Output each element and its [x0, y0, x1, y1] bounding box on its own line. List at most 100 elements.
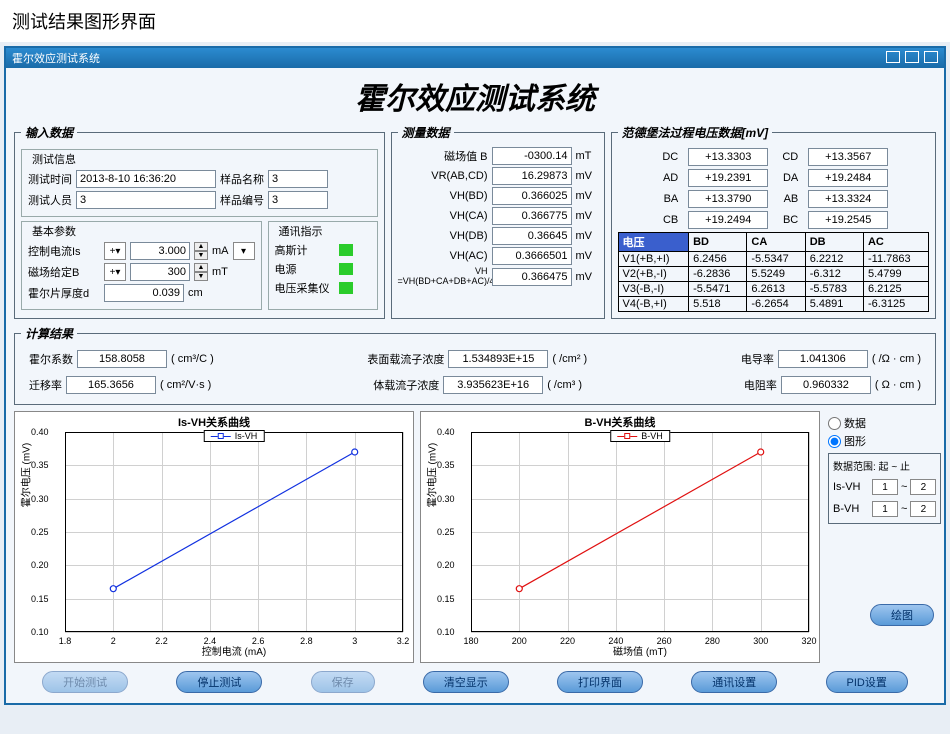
range1-from[interactable]: [872, 479, 898, 495]
radio-data-label: 数据: [844, 415, 866, 431]
vdp-pair-value: [688, 190, 768, 208]
vdp-pair-label: BC: [778, 214, 798, 226]
vdp-td: 5.4891: [805, 297, 863, 312]
measure-label: VH(DB): [418, 230, 488, 242]
thickness-unit: cm: [188, 287, 203, 299]
measure-unit: mV: [576, 190, 598, 202]
comm-button[interactable]: 通讯设置: [691, 671, 777, 693]
bulk-label: 体载流子浓度: [373, 377, 439, 393]
maximize-icon[interactable]: [905, 51, 919, 63]
range1-to[interactable]: [910, 479, 936, 495]
vdp-legend: 范德堡法过程电压数据[mV]: [618, 124, 773, 141]
cond-value: [778, 350, 868, 368]
vdp-td: -5.5783: [805, 282, 863, 297]
comm-title: 通讯指示: [275, 223, 327, 239]
radio-graph[interactable]: [828, 435, 841, 448]
draw-button[interactable]: 绘图: [870, 604, 934, 626]
close-icon[interactable]: [924, 51, 938, 63]
range2-to[interactable]: [910, 501, 936, 517]
vdp-td: 6.2456: [689, 252, 747, 267]
test-time-input[interactable]: [76, 170, 216, 188]
ctrl-current-input[interactable]: [130, 242, 190, 260]
sample-no-input[interactable]: [268, 191, 328, 209]
app-window: 霍尔效应测试系统 霍尔效应测试系统 输入数据 测试信息 测试时间 样品名称: [4, 46, 946, 705]
thickness-label: 霍尔片厚度d: [28, 285, 100, 301]
range-label: 数据范围: 起 ~ 止: [833, 458, 936, 473]
res-value: [781, 376, 871, 394]
save-button[interactable]: 保存: [311, 671, 375, 693]
start-button[interactable]: 开始测试: [42, 671, 128, 693]
mob-value: [66, 376, 156, 394]
vdp-pair-value: [688, 211, 768, 229]
measure-label: VH =VH(BD+CA+DB+AC)/4: [398, 267, 488, 287]
input-data-group: 输入数据 测试信息 测试时间 样品名称 测试人员 样品编号: [14, 124, 385, 319]
measure-value: [492, 207, 572, 225]
power-indicator: [339, 263, 353, 275]
basic-params-group: 基本参数 控制电流Is +▾ ▲▼ mA ▾ 磁场给定B +▾: [21, 221, 262, 310]
gauss-indicator: [339, 244, 353, 256]
minimize-icon[interactable]: [886, 51, 900, 63]
measure-value: [492, 147, 572, 165]
chart-side-panel: 数据 图形 数据范围: 起 ~ 止 Is-VH ~ B-VH ~ 绘图: [826, 411, 936, 663]
window-controls[interactable]: [884, 51, 938, 66]
vdp-pair-label: CB: [658, 214, 678, 226]
ctrl-current-sign[interactable]: +▾: [104, 242, 126, 260]
vdp-td: -6.2836: [689, 267, 747, 282]
measure-label: VH(BD): [418, 190, 488, 202]
measure-label: VR(AB,CD): [418, 170, 488, 182]
chart2-legend: B-VH: [610, 430, 670, 442]
range2-label: B-VH: [833, 503, 869, 515]
bottom-toolbar: 开始测试 停止测试 保存 清空显示 打印界面 通讯设置 PID设置: [14, 663, 936, 695]
ctrl-current-unit-combo[interactable]: ▾: [233, 242, 255, 260]
vdp-th: CA: [747, 233, 805, 252]
comm-indicator-group: 通讯指示 高斯计 电源 电压采集仪: [268, 221, 378, 310]
vdp-pair-value: [688, 148, 768, 166]
vdp-pair-value: [688, 169, 768, 187]
ctrl-current-stepper[interactable]: ▲▼: [194, 242, 208, 260]
chart1-legend: Is-VH: [204, 430, 265, 442]
vdp-group: 范德堡法过程电压数据[mV] DC CD AD DA BA AB CB BC 电…: [611, 124, 937, 319]
vdp-table: 电压BDCADBACV1(+B,+I)6.2456-5.53476.2212-1…: [618, 232, 930, 312]
radio-data[interactable]: [828, 417, 841, 430]
vdp-td: -6.312: [805, 267, 863, 282]
set-b-stepper[interactable]: ▲▼: [194, 263, 208, 281]
tester-input[interactable]: [76, 191, 216, 209]
vdp-td: 6.2212: [805, 252, 863, 267]
surf-label: 表面载流子浓度: [367, 351, 444, 367]
print-button[interactable]: 打印界面: [557, 671, 643, 693]
measure-label: VH(AC): [418, 250, 488, 262]
test-info-title: 测试信息: [28, 151, 80, 167]
measure-label: 磁场值 B: [418, 148, 488, 164]
cond-label: 电导率: [741, 351, 774, 367]
measure-unit: mV: [576, 230, 598, 242]
vdp-td: -5.5347: [747, 252, 805, 267]
range-group: 数据范围: 起 ~ 止 Is-VH ~ B-VH ~: [828, 453, 941, 524]
range2-from[interactable]: [872, 501, 898, 517]
ctrl-current-unit: mA: [212, 245, 229, 257]
vdp-th: AC: [863, 233, 928, 252]
measure-group: 测量数据 磁场值 B mTVR(AB,CD) mVVH(BD) mVVH(CA)…: [391, 124, 605, 319]
thickness-input[interactable]: [104, 284, 184, 302]
sample-name-input[interactable]: [268, 170, 328, 188]
sample-name-label: 样品名称: [220, 171, 264, 187]
stop-button[interactable]: 停止测试: [176, 671, 262, 693]
vdp-th: DB: [805, 233, 863, 252]
sample-no-label: 样品编号: [220, 192, 264, 208]
set-b-input[interactable]: [130, 263, 190, 281]
hall-value: [77, 350, 167, 368]
vdp-pair-label: AD: [658, 172, 678, 184]
measure-unit: mV: [576, 170, 598, 182]
measure-value: [492, 247, 572, 265]
cond-unit: ( /Ω · cm ): [872, 353, 921, 365]
pid-button[interactable]: PID设置: [826, 671, 908, 693]
measure-legend: 测量数据: [398, 124, 454, 141]
basic-params-title: 基本参数: [28, 223, 80, 239]
clear-button[interactable]: 清空显示: [423, 671, 509, 693]
input-legend: 输入数据: [21, 124, 77, 141]
calc-group: 计算结果 霍尔系数( cm³/C ) 表面载流子浓度( /cm² ) 电导率( …: [14, 325, 936, 405]
set-b-sign[interactable]: +▾: [104, 263, 126, 281]
measure-unit: mV: [576, 271, 598, 283]
measure-value: [492, 167, 572, 185]
hall-label: 霍尔系数: [29, 351, 73, 367]
test-time-label: 测试时间: [28, 171, 72, 187]
